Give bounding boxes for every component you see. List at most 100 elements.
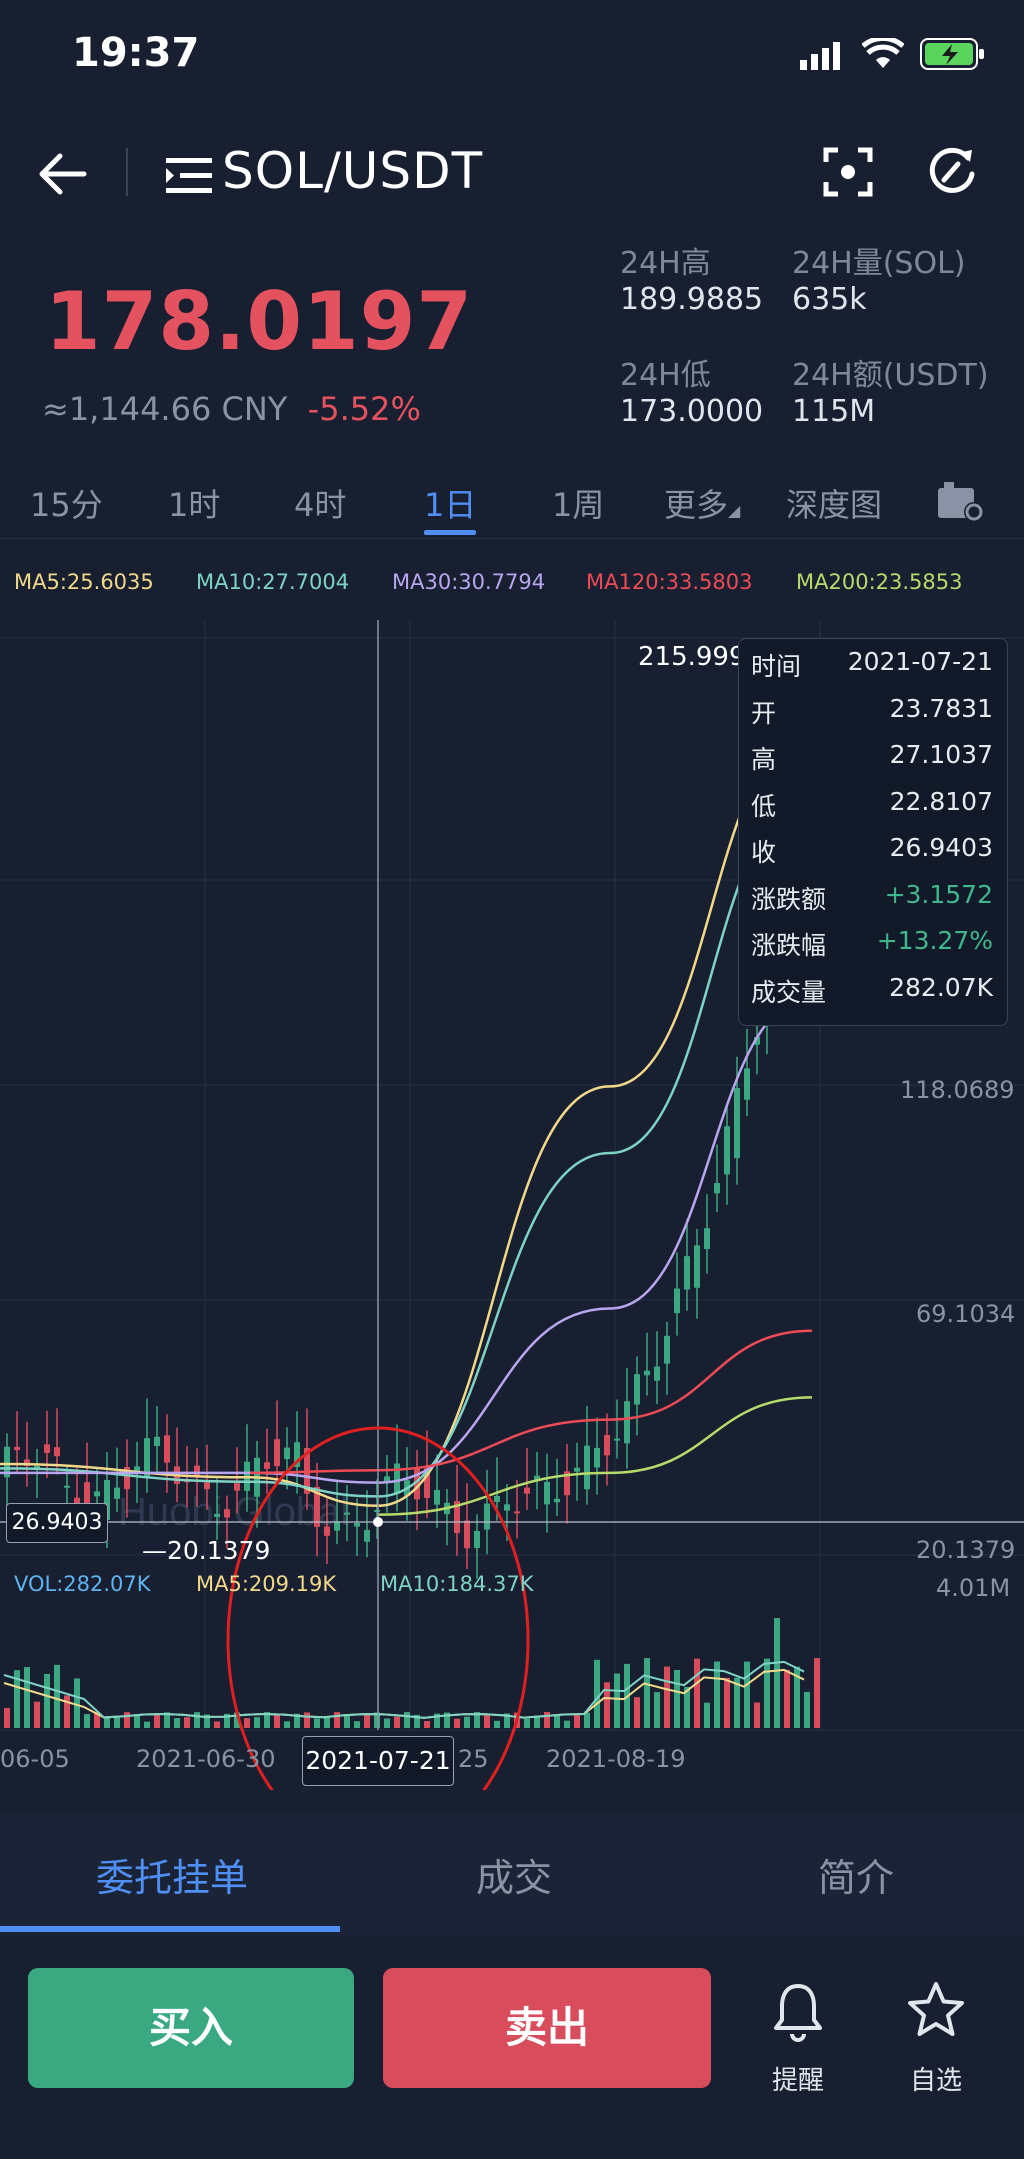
tooltip-value: 23.7831 bbox=[889, 693, 993, 723]
volume-bar bbox=[434, 1713, 440, 1728]
volume-bar bbox=[44, 1673, 50, 1728]
candle bbox=[264, 1462, 270, 1469]
volume-bar bbox=[104, 1717, 110, 1728]
volume-bar bbox=[214, 1721, 220, 1728]
grid bbox=[0, 620, 1024, 1731]
volume-bar bbox=[764, 1658, 770, 1728]
candle bbox=[114, 1487, 120, 1499]
volume-bar bbox=[124, 1712, 130, 1728]
tooltip-row: 开 23.7831 bbox=[751, 694, 993, 740]
volume-bar bbox=[144, 1721, 150, 1728]
candle bbox=[334, 1521, 340, 1531]
x-label-1: 06-05 bbox=[0, 1745, 70, 1773]
candle bbox=[634, 1374, 640, 1405]
tab-1d[interactable]: 1日 bbox=[424, 486, 477, 524]
lower-tab-indicator bbox=[0, 1926, 340, 1932]
high-value: 189.9885 bbox=[620, 282, 764, 317]
candle bbox=[54, 1447, 60, 1457]
volume-bar bbox=[424, 1720, 430, 1728]
volume-bar bbox=[314, 1718, 320, 1728]
buy-button[interactable]: 买入 bbox=[28, 1968, 354, 2088]
volume-bar bbox=[474, 1712, 480, 1728]
candle bbox=[84, 1482, 90, 1514]
tab-more-label: 更多 bbox=[664, 486, 729, 524]
candle bbox=[724, 1126, 730, 1175]
star-icon[interactable] bbox=[906, 1980, 966, 2040]
tooltip-key: 开 bbox=[751, 698, 777, 728]
volume-bar bbox=[784, 1669, 790, 1728]
volume-bar bbox=[74, 1678, 80, 1728]
tab-more[interactable]: 更多◢ bbox=[664, 480, 740, 526]
candle bbox=[364, 1529, 370, 1542]
volume-bar bbox=[454, 1718, 460, 1728]
candle bbox=[374, 1509, 380, 1512]
candle bbox=[514, 1511, 520, 1514]
volume-bar bbox=[554, 1715, 560, 1728]
candle bbox=[314, 1486, 320, 1527]
candle bbox=[624, 1401, 630, 1444]
alert-label[interactable]: 提醒 bbox=[771, 2066, 824, 2096]
cny-value: ≈1,144.66 CNY bbox=[42, 390, 288, 428]
volume-bar bbox=[34, 1701, 40, 1728]
volume-bar bbox=[374, 1712, 380, 1728]
crosshair-price-label: 26.9403 bbox=[6, 1503, 108, 1543]
tooltip-value: +3.1572 bbox=[884, 879, 993, 909]
volume-bar bbox=[794, 1666, 800, 1728]
tab-1w[interactable]: 1周 bbox=[552, 486, 605, 524]
ma-line-ma200 bbox=[377, 1396, 813, 1516]
menu-icon[interactable] bbox=[166, 156, 212, 196]
tooltip-key: 涨跌幅 bbox=[751, 931, 827, 960]
volume-value: 635k bbox=[792, 282, 867, 317]
tab-trades[interactable]: 成交 bbox=[476, 1856, 553, 1900]
volume-bar bbox=[754, 1702, 760, 1728]
lower-tabs: 委托挂单 成交 简介 bbox=[0, 1812, 1024, 1936]
tooltip-value: 2021-07-21 bbox=[847, 647, 993, 676]
candle bbox=[274, 1439, 280, 1467]
volume-bar bbox=[404, 1712, 410, 1728]
tab-1h[interactable]: 1时 bbox=[168, 486, 221, 524]
tooltip-row: 低 22.8107 bbox=[751, 787, 993, 833]
volume-bar bbox=[394, 1716, 400, 1728]
volume-bar bbox=[444, 1712, 450, 1728]
volume-bar bbox=[694, 1658, 700, 1728]
low-value: 173.0000 bbox=[620, 394, 764, 429]
sell-button[interactable]: 卖出 bbox=[383, 1968, 711, 2088]
volume-bar bbox=[204, 1714, 210, 1728]
tab-intro[interactable]: 简介 bbox=[818, 1856, 895, 1900]
tab-15m[interactable]: 15分 bbox=[30, 486, 103, 524]
scan-icon[interactable] bbox=[822, 146, 874, 198]
volume-bar bbox=[734, 1677, 740, 1728]
volume-bar bbox=[224, 1713, 230, 1728]
tooltip-key: 涨跌额 bbox=[751, 884, 827, 914]
tooltip-key: 成交量 bbox=[751, 977, 827, 1007]
back-arrow-icon[interactable] bbox=[38, 152, 88, 196]
vol-ma5-legend: MA5:209.19K bbox=[196, 1572, 337, 1596]
volume-bar bbox=[574, 1713, 580, 1728]
candle bbox=[674, 1288, 680, 1314]
candle bbox=[614, 1438, 620, 1441]
tooltip-key: 时间 bbox=[751, 652, 802, 681]
volume-bar bbox=[774, 1618, 780, 1728]
candle bbox=[494, 1496, 500, 1502]
volume-bar bbox=[714, 1661, 720, 1728]
volume-bar bbox=[84, 1714, 90, 1728]
volume-bar bbox=[194, 1712, 200, 1728]
x-label-2: 2021-06-30 bbox=[136, 1745, 276, 1773]
volume-bar bbox=[94, 1712, 100, 1728]
chart-settings-icon[interactable] bbox=[936, 478, 986, 524]
tooltip-value: 282.07K bbox=[889, 972, 993, 1002]
volume-bar bbox=[114, 1717, 120, 1728]
volume-bar bbox=[184, 1717, 190, 1728]
tab-orders[interactable]: 委托挂单 bbox=[96, 1856, 249, 1900]
volume-bar bbox=[254, 1717, 260, 1728]
tab-depth[interactable]: 深度图 bbox=[786, 486, 883, 524]
header bbox=[0, 130, 1024, 220]
refresh-icon[interactable] bbox=[924, 144, 980, 200]
candle bbox=[574, 1467, 580, 1472]
ma-lines bbox=[0, 729, 813, 1516]
favorite-label[interactable]: 自选 bbox=[909, 2066, 962, 2096]
volume-bar bbox=[564, 1720, 570, 1728]
tooltip-row: 涨跌额 +3.1572 bbox=[751, 880, 993, 926]
bell-icon[interactable] bbox=[770, 1980, 826, 2044]
tab-4h[interactable]: 4时 bbox=[294, 486, 347, 524]
